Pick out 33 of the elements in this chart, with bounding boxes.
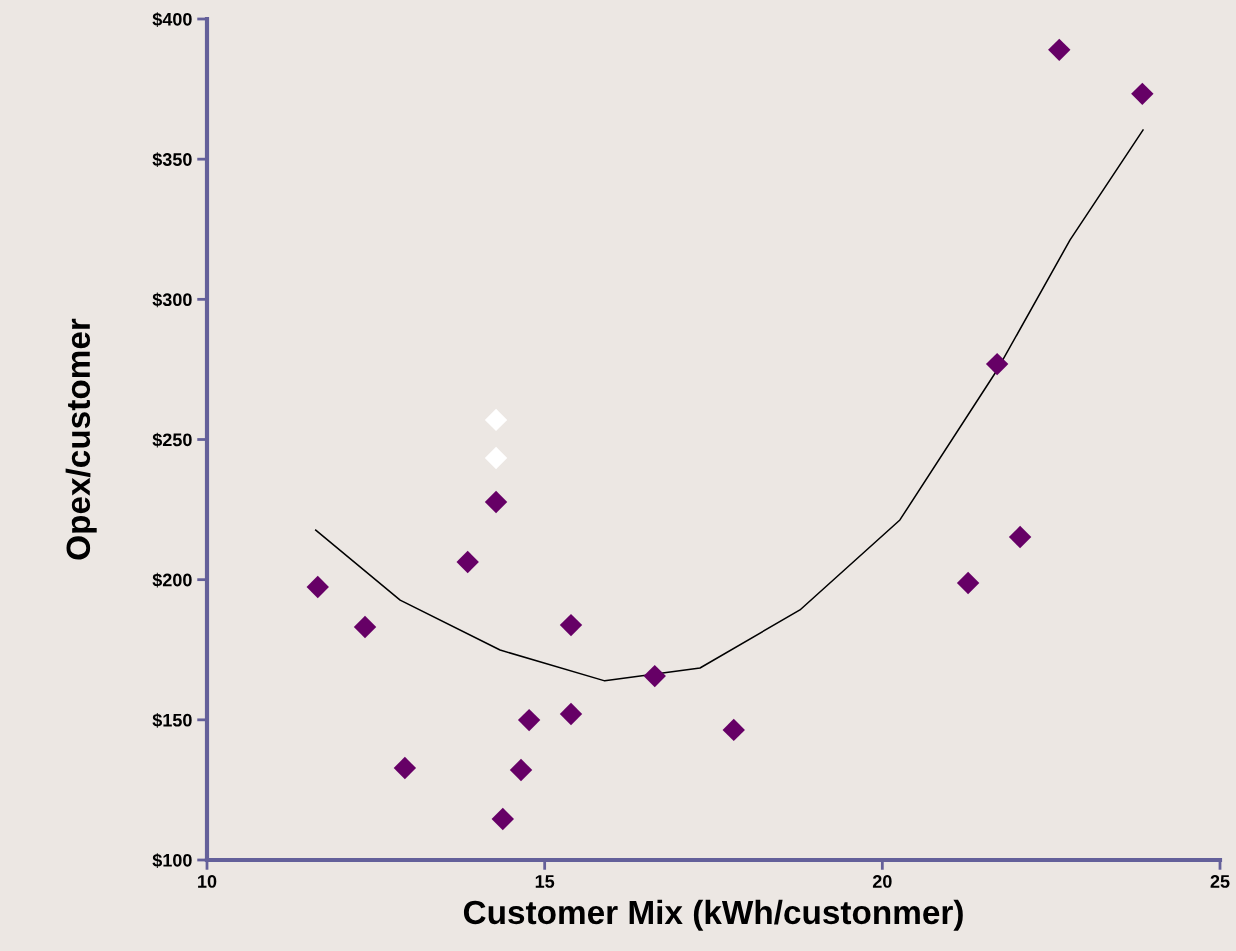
y-tick-label: $400: [152, 12, 192, 27]
x-tick-label: 20: [872, 875, 892, 888]
point: [484, 490, 508, 514]
y-tick-label: $200: [152, 572, 192, 588]
x-tick-label: 10: [198, 875, 217, 888]
point: [722, 718, 745, 742]
point: [306, 575, 329, 599]
x-tick-label: 15: [535, 875, 555, 888]
point: [559, 613, 583, 637]
point: [509, 758, 533, 782]
point: [985, 352, 1009, 376]
point: [484, 446, 508, 470]
point: [1131, 82, 1154, 106]
point: [484, 408, 508, 432]
y-tick-label: $350: [152, 152, 192, 168]
point: [456, 550, 479, 574]
point: [353, 615, 377, 639]
y-axis-title: Opex/customer: [65, 318, 97, 560]
y-tick-label: $300: [152, 292, 192, 308]
y-tick-label: $150: [152, 712, 192, 728]
point: [956, 571, 980, 595]
point: [643, 664, 666, 688]
y-tick-label: $100: [152, 853, 192, 868]
point: [559, 702, 583, 726]
point: [1008, 525, 1032, 549]
line-series: [314, 129, 1144, 682]
point: [491, 807, 514, 831]
y-tick-label: $250: [152, 432, 192, 448]
x-tick-label: 25: [1210, 875, 1230, 888]
x-axis-title: Customer Mix (kWh/custonmer): [463, 899, 963, 931]
point: [517, 708, 541, 732]
point: [393, 756, 417, 780]
point: [1048, 38, 1071, 62]
